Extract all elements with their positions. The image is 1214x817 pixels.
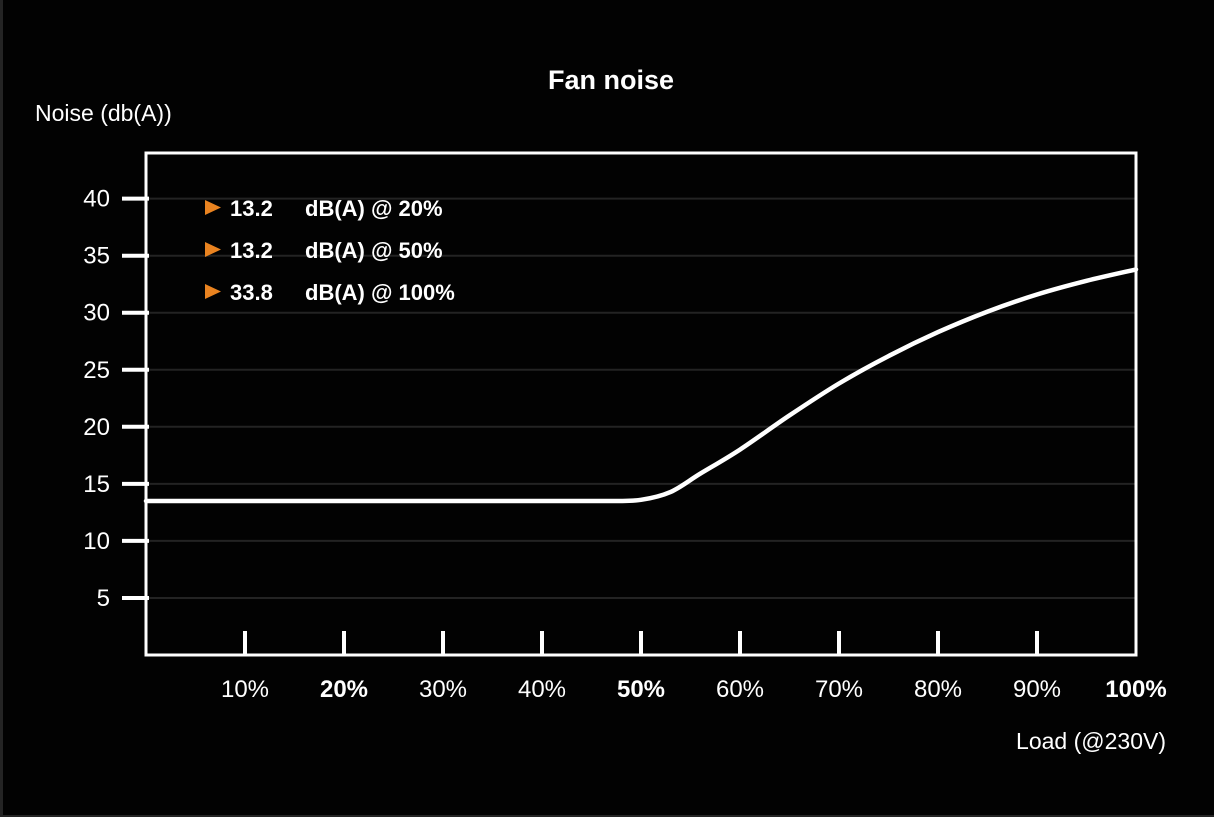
- legend-value: 13.2: [230, 196, 273, 221]
- x-tick-label-10: 10%: [221, 676, 269, 703]
- y-axis-ticks: 40 35 30 25 20 15 10 5: [83, 186, 149, 612]
- x-tick-label-70: 70%: [815, 676, 863, 703]
- y-tick-label-40: 40: [83, 186, 110, 213]
- y-tick-label-20: 20: [83, 414, 110, 441]
- legend-value: 33.8: [230, 280, 273, 305]
- chart-legend: 13.2 dB(A) @ 20% 13.2 dB(A) @ 50% 33.8 dB(A) …: [205, 196, 455, 305]
- y-axis-label: Noise (db(A)): [35, 100, 172, 126]
- y-tick-label-10: 10: [83, 528, 110, 555]
- y-tick-label-15: 15: [83, 471, 110, 498]
- y-tick-label-5: 5: [97, 585, 110, 612]
- legend-row: 13.2 dB(A) @ 50%: [205, 238, 443, 263]
- x-axis-label: Load (@230V): [1016, 728, 1166, 754]
- y-tick-label-30: 30: [83, 300, 110, 327]
- plot-area-border: [144, 151, 1138, 657]
- noise-curve-group: [143, 267, 1139, 504]
- x-tick-label-30: 30%: [419, 676, 467, 703]
- legend-triangle-icon: [205, 284, 221, 299]
- noise-curve: [143, 267, 1139, 504]
- x-tick-label-20: 20%: [320, 676, 368, 703]
- legend-label: dB(A) @ 20%: [305, 196, 443, 221]
- chart-title: Fan noise: [548, 65, 674, 95]
- x-tick-label-60: 60%: [716, 676, 764, 703]
- x-tick-label-90: 90%: [1013, 676, 1061, 703]
- legend-row: 33.8 dB(A) @ 100%: [205, 280, 455, 305]
- legend-value: 13.2: [230, 238, 273, 263]
- gridlines: [146, 197, 1136, 599]
- x-tick-label-100: 100%: [1105, 676, 1166, 703]
- legend-label: dB(A) @ 100%: [305, 280, 455, 305]
- x-tick-label-80: 80%: [914, 676, 962, 703]
- x-axis-ticks: 10% 20% 30% 40% 50% 60% 70% 80% 90% 100%: [221, 631, 1167, 703]
- legend-label: dB(A) @ 50%: [305, 238, 443, 263]
- legend-triangle-icon: [205, 242, 221, 257]
- y-tick-label-35: 35: [83, 243, 110, 270]
- legend-triangle-icon: [205, 200, 221, 215]
- fan-noise-chart: Fan noise Noise (db(A)) 403530252015105 …: [35, 65, 1167, 754]
- x-tick-label-40: 40%: [518, 676, 566, 703]
- x-tick-label-50: 50%: [617, 676, 665, 703]
- y-tick-label-25: 25: [83, 357, 110, 384]
- legend-row: 13.2 dB(A) @ 20%: [205, 196, 443, 221]
